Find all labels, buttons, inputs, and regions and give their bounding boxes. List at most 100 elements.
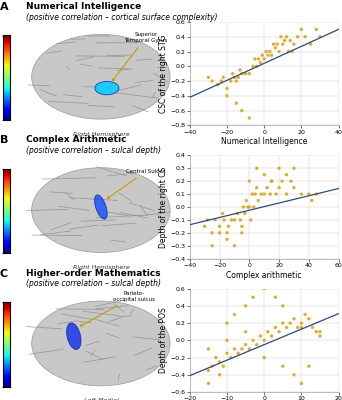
- Point: [217, 223, 222, 230]
- Point: [284, 34, 289, 40]
- Point: [254, 342, 260, 348]
- Point: [263, 48, 269, 55]
- Point: [239, 107, 245, 114]
- Point: [239, 70, 245, 77]
- Ellipse shape: [95, 82, 119, 95]
- Point: [206, 74, 211, 80]
- Point: [206, 346, 211, 352]
- Point: [308, 41, 313, 47]
- Point: [314, 26, 319, 32]
- Point: [254, 63, 260, 70]
- Point: [209, 78, 215, 84]
- Y-axis label: Depth of the POS: Depth of the POS: [159, 308, 168, 373]
- Point: [291, 41, 297, 47]
- Text: (positive correlation – cortical surface complexity): (positive correlation – cortical surface…: [26, 13, 217, 22]
- Point: [261, 56, 267, 62]
- Point: [250, 63, 256, 70]
- Point: [288, 178, 294, 184]
- Point: [232, 74, 237, 80]
- Point: [242, 210, 248, 217]
- Point: [295, 34, 300, 40]
- Point: [237, 67, 243, 73]
- Point: [202, 223, 207, 230]
- Point: [217, 372, 222, 378]
- Point: [219, 78, 224, 84]
- Point: [273, 191, 279, 197]
- Point: [232, 217, 237, 223]
- Point: [224, 230, 230, 236]
- Y-axis label: CSC of the right STG: CSC of the right STG: [159, 34, 168, 113]
- Point: [252, 191, 258, 197]
- Point: [288, 320, 293, 326]
- Point: [282, 37, 287, 44]
- Ellipse shape: [94, 195, 107, 219]
- Point: [206, 367, 211, 374]
- Point: [276, 165, 282, 172]
- Point: [243, 342, 248, 348]
- Point: [206, 380, 211, 386]
- Point: [235, 210, 240, 217]
- Point: [250, 294, 256, 300]
- Point: [306, 191, 312, 197]
- Point: [261, 191, 267, 197]
- Point: [275, 41, 280, 47]
- Point: [209, 230, 215, 236]
- Point: [235, 350, 241, 356]
- Point: [247, 70, 252, 77]
- Point: [314, 191, 319, 197]
- Point: [271, 41, 276, 47]
- Point: [273, 45, 278, 51]
- Point: [252, 56, 258, 62]
- Point: [221, 217, 227, 223]
- Point: [267, 48, 273, 55]
- Point: [295, 324, 300, 331]
- Point: [238, 217, 243, 223]
- Point: [269, 178, 274, 184]
- Point: [221, 363, 226, 369]
- Ellipse shape: [67, 323, 81, 350]
- Point: [215, 82, 221, 88]
- Text: Parieto-
occipital sulcus: Parieto- occipital sulcus: [80, 291, 155, 326]
- Point: [230, 70, 235, 77]
- Point: [232, 346, 237, 352]
- Point: [224, 93, 230, 99]
- Point: [256, 56, 261, 62]
- Text: B: B: [0, 135, 8, 145]
- Ellipse shape: [32, 168, 170, 252]
- Point: [232, 242, 237, 249]
- Point: [306, 316, 312, 322]
- Point: [273, 324, 278, 331]
- Point: [250, 337, 256, 344]
- Point: [209, 363, 215, 369]
- Point: [284, 191, 289, 197]
- Text: Right Hemisphere: Right Hemisphere: [73, 265, 129, 270]
- Point: [291, 316, 297, 322]
- Point: [317, 34, 323, 40]
- X-axis label: Complex arithmetic: Complex arithmetic: [226, 271, 302, 280]
- Point: [284, 324, 289, 331]
- Point: [258, 333, 263, 339]
- Point: [234, 100, 239, 106]
- Point: [302, 311, 308, 318]
- Point: [254, 184, 260, 191]
- Text: Superior
Temporal Gyrus: Superior Temporal Gyrus: [113, 32, 168, 81]
- Text: (positive correlation – sulcal depth): (positive correlation – sulcal depth): [26, 280, 161, 288]
- Point: [299, 324, 304, 331]
- Point: [239, 230, 245, 236]
- Point: [224, 350, 230, 356]
- Point: [226, 223, 231, 230]
- Point: [299, 191, 304, 197]
- Point: [241, 204, 246, 210]
- Point: [261, 354, 267, 361]
- Point: [302, 34, 308, 40]
- Point: [258, 59, 263, 66]
- Point: [250, 191, 255, 197]
- Point: [279, 178, 285, 184]
- Point: [276, 328, 282, 335]
- Point: [280, 41, 286, 47]
- Point: [264, 184, 270, 191]
- Point: [220, 210, 225, 217]
- Point: [217, 359, 222, 365]
- Point: [314, 328, 319, 335]
- Point: [280, 363, 286, 369]
